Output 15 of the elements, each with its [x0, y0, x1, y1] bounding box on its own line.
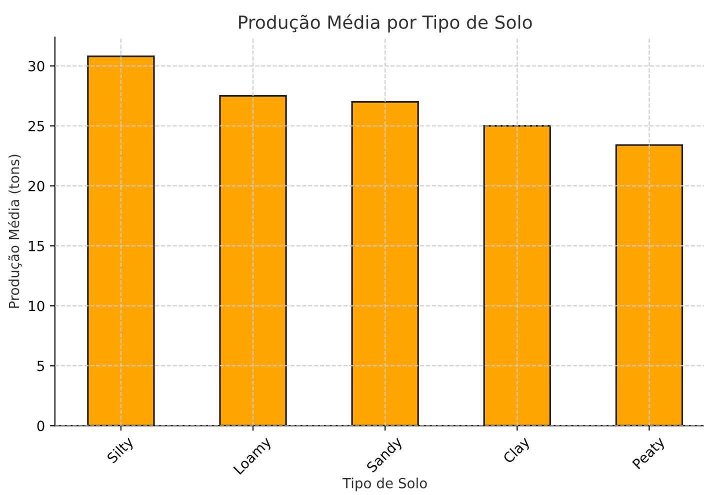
bar: [87, 55, 155, 426]
x-axis-title: Tipo de Solo: [342, 478, 427, 492]
y-tick-label: 10: [29, 300, 44, 312]
bar: [615, 144, 684, 426]
chart-title: Produção Média por Tipo de Solo: [239, 14, 532, 33]
y-tick-label: 20: [28, 180, 44, 192]
y-tick-label: 25: [28, 120, 44, 132]
bar: [219, 95, 287, 426]
y-tick-label: 30: [28, 60, 44, 72]
y-tick-label: 0: [37, 420, 44, 432]
bar: [483, 125, 552, 426]
y-tick-label: 15: [29, 240, 44, 252]
y-axis-title: Produção Média (tons): [8, 154, 22, 308]
y-tick-label: 5: [37, 360, 44, 372]
bar: [351, 101, 419, 426]
